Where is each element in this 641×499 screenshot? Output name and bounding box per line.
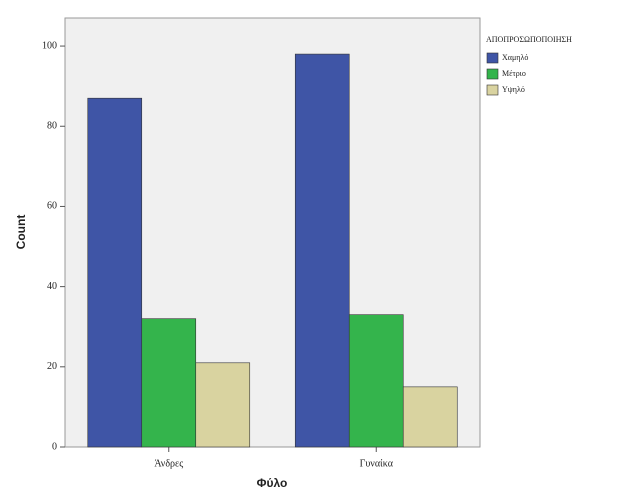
y-axis-title: Count <box>14 215 28 250</box>
y-tick-label: 0 <box>52 441 57 452</box>
bar <box>348 314 404 448</box>
x-tick-label: Άνδρες <box>154 458 183 469</box>
x-axis-title: Φύλο <box>257 476 288 490</box>
x-tick-label: Γυναίκα <box>360 458 394 469</box>
bar <box>294 53 350 448</box>
bar <box>87 97 143 448</box>
legend-swatch <box>486 84 499 96</box>
legend-swatch <box>486 52 499 64</box>
y-tick-label: 60 <box>47 201 57 212</box>
legend-swatch <box>486 68 499 80</box>
bar <box>141 318 197 448</box>
y-tick-label: 100 <box>42 40 57 51</box>
legend-label: Χαμηλό <box>502 53 528 62</box>
legend-label: Υψηλό <box>502 85 525 94</box>
legend-title: ΑΠΟΠΡΟΣΩΠΟΠΟΙΗΣΗ <box>486 35 572 44</box>
y-tick-label: 20 <box>47 361 57 372</box>
y-tick-label: 80 <box>47 121 57 132</box>
y-tick-label: 40 <box>47 281 57 292</box>
bar <box>402 386 458 448</box>
legend-label: Μέτριο <box>502 69 526 78</box>
bar <box>195 362 251 448</box>
